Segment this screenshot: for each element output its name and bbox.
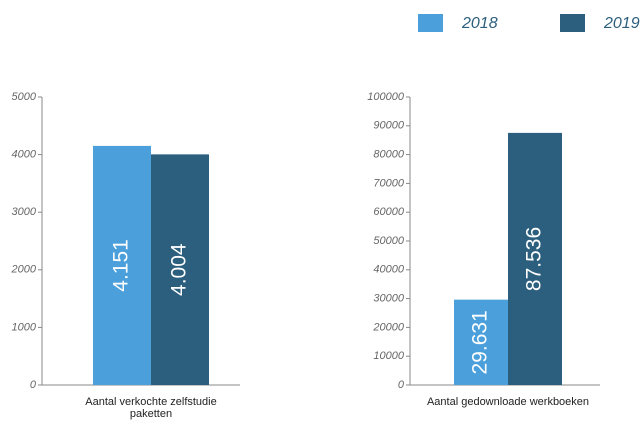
legend-swatch bbox=[560, 14, 585, 32]
bar bbox=[151, 154, 209, 385]
y-tick-label: 0 bbox=[30, 379, 37, 391]
value-label: 87.536 bbox=[523, 227, 546, 291]
y-tick-label: 50000 bbox=[373, 235, 404, 247]
legend-swatch bbox=[418, 14, 443, 32]
y-tick-label: 4000 bbox=[12, 149, 37, 161]
y-tick-label: 40000 bbox=[373, 264, 404, 276]
y-tick-label: 2000 bbox=[11, 264, 37, 276]
bar bbox=[93, 145, 151, 385]
y-tick-label: 3000 bbox=[12, 206, 37, 218]
y-tick-label: 5000 bbox=[12, 91, 37, 103]
legend-label: 2018 bbox=[461, 15, 498, 32]
y-tick-label: 60000 bbox=[373, 206, 404, 218]
y-tick-label: 80000 bbox=[373, 149, 404, 161]
y-tick-label: 90000 bbox=[373, 120, 404, 132]
legend-label: 2019 bbox=[603, 15, 640, 32]
value-label: 4.004 bbox=[168, 243, 191, 296]
x-tick-label: Aantal verkochte zelfstudie paketten bbox=[85, 396, 217, 420]
y-tick-label: 100000 bbox=[367, 91, 405, 103]
y-tick-label: 1000 bbox=[12, 321, 37, 333]
y-tick-label: 0 bbox=[398, 379, 405, 391]
value-label: 4.151 bbox=[110, 239, 133, 292]
value-label: 29.631 bbox=[469, 310, 492, 374]
y-tick-label: 10000 bbox=[373, 350, 404, 362]
bar bbox=[454, 299, 508, 385]
y-tick-label: 70000 bbox=[373, 177, 404, 189]
bar bbox=[508, 132, 562, 385]
x-tick-label: Aantal gedownloade werkboeken bbox=[426, 396, 590, 408]
y-tick-label: 20000 bbox=[372, 321, 404, 333]
y-tick-label: 30000 bbox=[373, 293, 404, 305]
